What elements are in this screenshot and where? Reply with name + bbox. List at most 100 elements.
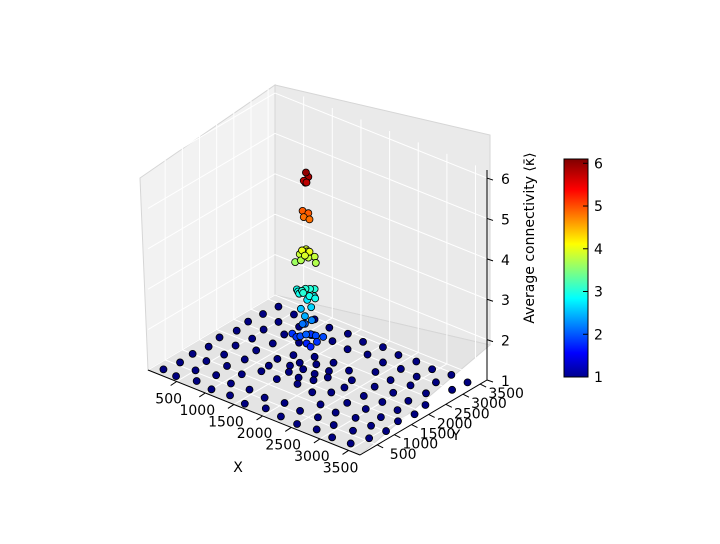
gridline-x-floor <box>290 352 419 428</box>
data-point <box>306 342 315 351</box>
data-point <box>290 310 298 319</box>
data-point <box>361 405 370 413</box>
data-point <box>310 369 319 378</box>
data-point <box>293 420 301 428</box>
data-point <box>370 382 379 391</box>
data-point <box>273 355 282 363</box>
data-point <box>280 399 289 407</box>
y-tick-mark <box>394 434 401 439</box>
data-point <box>240 355 249 364</box>
data-point <box>295 358 304 367</box>
data-point <box>359 392 368 400</box>
gridline-x-floor <box>233 329 362 405</box>
data-point <box>379 358 387 367</box>
data-point <box>463 378 472 387</box>
data-point <box>316 400 325 409</box>
x-tick-mark <box>256 415 263 421</box>
colorbar-tick-label: 1 <box>594 370 603 386</box>
x-tick-label: 3500 <box>323 460 359 476</box>
z-tick-mark <box>486 298 494 302</box>
data-point <box>367 421 375 430</box>
data-point <box>363 350 372 359</box>
data-point <box>259 310 267 318</box>
data-point <box>382 427 390 435</box>
data-point <box>394 417 402 426</box>
y-tick-mark <box>445 403 453 408</box>
data-point <box>312 425 321 434</box>
data-point <box>245 385 254 394</box>
data-point <box>307 303 316 312</box>
data-point <box>302 330 310 339</box>
data-point <box>329 421 338 429</box>
data-points <box>159 168 472 448</box>
x-tick-label: 2500 <box>265 437 301 453</box>
data-point <box>340 383 349 392</box>
data-point <box>264 361 273 370</box>
data-point <box>343 399 352 407</box>
data-point <box>447 371 456 379</box>
y-tick-mark <box>428 414 435 418</box>
data-point <box>284 368 293 376</box>
y-tick-label: 2000 <box>437 416 473 432</box>
data-point <box>404 396 413 405</box>
data-point <box>309 376 318 385</box>
data-point <box>311 331 320 340</box>
colorbar-tick-label: 4 <box>594 242 603 258</box>
z-tick-mark <box>486 339 494 343</box>
data-point <box>365 434 374 443</box>
data-point <box>286 361 294 370</box>
data-point <box>421 401 430 409</box>
data-point <box>280 330 289 339</box>
gridline-y-floor <box>164 359 378 446</box>
data-point <box>294 373 303 382</box>
data-point <box>272 375 281 384</box>
y-tick-mark <box>411 424 418 429</box>
data-point <box>289 351 298 360</box>
data-point <box>448 385 456 394</box>
gridline-z-back <box>274 213 488 300</box>
data-point <box>207 385 216 394</box>
y-tick-label: 1500 <box>420 427 456 443</box>
data-point <box>248 334 257 343</box>
data-point <box>237 370 246 379</box>
x-tick-label: 3000 <box>294 449 330 465</box>
colorbar: 1 2 3 4 5 6 <box>563 156 603 386</box>
data-point <box>268 339 277 348</box>
z-tick-label: 2 <box>501 334 510 350</box>
data-point <box>212 371 221 380</box>
data-point <box>328 433 337 442</box>
data-point <box>192 377 201 385</box>
colorbar-tick-label: 5 <box>594 199 603 215</box>
data-point <box>293 380 302 388</box>
data-point <box>260 393 269 402</box>
y-tick-label: 3500 <box>488 386 524 402</box>
data-point <box>204 342 213 351</box>
data-point <box>325 323 334 332</box>
data-point <box>244 317 253 326</box>
gridline-z-left <box>147 92 276 169</box>
data-point <box>428 365 437 374</box>
data-point <box>347 376 356 385</box>
axes-panes <box>139 84 492 456</box>
data-point <box>376 413 385 421</box>
data-point <box>277 412 285 421</box>
gridline-z-back <box>274 92 488 179</box>
data-point <box>299 289 308 297</box>
x-tick-label: 2000 <box>237 426 273 442</box>
gridline-z-left <box>147 133 276 209</box>
gridline-z-back <box>274 254 488 341</box>
colorbar-ticks: 1 2 3 4 5 6 <box>583 156 603 386</box>
data-point <box>310 352 319 361</box>
gridline-y-floor <box>216 328 429 415</box>
data-point <box>308 388 317 397</box>
data-point <box>307 316 316 325</box>
colorbar-tick-label: 3 <box>594 285 603 301</box>
data-point <box>257 367 266 376</box>
data-point <box>312 360 321 369</box>
z-tick-label: 6 <box>501 172 510 188</box>
data-point <box>220 350 229 359</box>
x-tick-mark <box>199 392 206 398</box>
data-point <box>274 302 283 311</box>
data-point <box>328 337 337 346</box>
